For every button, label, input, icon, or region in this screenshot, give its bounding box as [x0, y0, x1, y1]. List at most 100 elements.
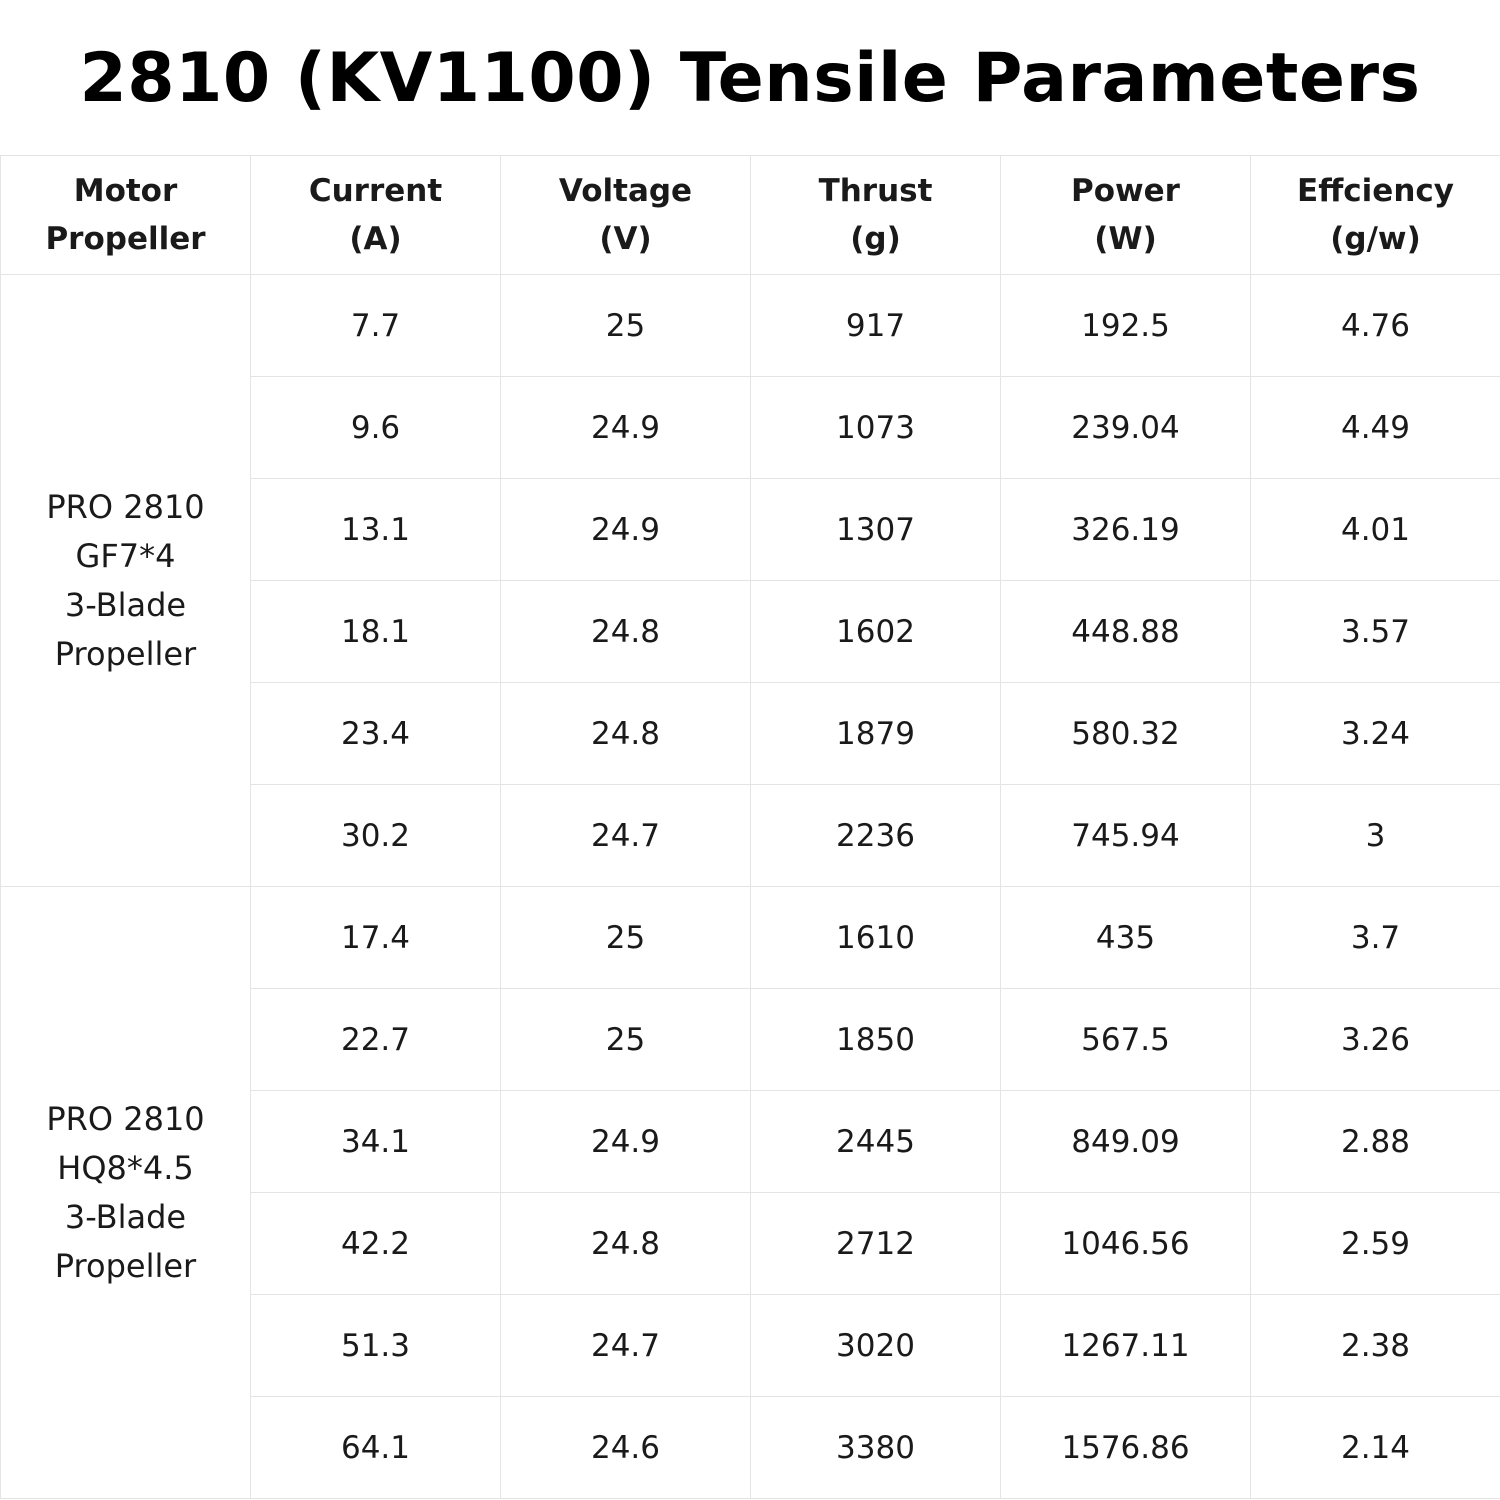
- motor-propeller-line: Propeller: [54, 1246, 197, 1285]
- current-cell: 9.6: [250, 376, 501, 479]
- thrust-cell: 2236: [750, 784, 1001, 887]
- efficiency-cell: 2.14: [1250, 1396, 1500, 1499]
- table-row: PRO 2810 HQ8*4.5 3-Blade Propeller 17.4 25 161…: [0, 886, 1500, 1499]
- voltage-cell: 24.9: [500, 376, 751, 479]
- column-header-line: (V): [599, 221, 652, 257]
- voltage-cell: 24.8: [500, 1192, 751, 1295]
- voltage-cell: 25: [500, 988, 751, 1091]
- column-header-current: Current (A): [250, 155, 501, 275]
- table-row: 42.2 24.8 2712 1046.56 2.59: [1, 1192, 1500, 1295]
- motor-propeller-line: 3-Blade: [64, 585, 187, 624]
- column-header-line: Effciency: [1297, 173, 1454, 209]
- power-cell: 1267.11: [1000, 1294, 1251, 1397]
- efficiency-cell: 3.7: [1250, 886, 1500, 989]
- power-cell: 580.32: [1000, 682, 1251, 785]
- thrust-cell: 1879: [750, 682, 1001, 785]
- column-header-voltage: Voltage (V): [500, 155, 751, 275]
- current-cell: 30.2: [250, 784, 501, 887]
- header-row: Motor Propeller Current (A) Voltage (V) Thrust…: [0, 155, 1500, 275]
- motor-propeller-line: PRO 2810: [46, 487, 205, 526]
- efficiency-cell: 3.57: [1250, 580, 1500, 683]
- power-cell: 192.5: [1000, 274, 1251, 377]
- voltage-cell: 25: [500, 274, 751, 377]
- column-header-line: Thrust: [818, 173, 933, 209]
- current-cell: 13.1: [250, 478, 501, 581]
- thrust-cell: 1073: [750, 376, 1001, 479]
- column-header-line: (g): [850, 221, 901, 257]
- column-header-line: Propeller: [45, 221, 206, 257]
- table-row: 18.1 24.8 1602 448.88 3.57: [1, 580, 1500, 683]
- power-cell: 1576.86: [1000, 1396, 1251, 1499]
- current-cell: 23.4: [250, 682, 501, 785]
- thrust-cell: 1610: [750, 886, 1001, 989]
- power-cell: 326.19: [1000, 478, 1251, 581]
- table-row: 13.1 24.9 1307 326.19 4.01: [1, 478, 1500, 581]
- table-row: 23.4 24.8 1879 580.32 3.24: [1, 682, 1500, 785]
- power-cell: 1046.56: [1000, 1192, 1251, 1295]
- page-title: 2810 (KV1100) Tensile Parameters: [79, 39, 1421, 118]
- table-row: 30.2 24.7 2236 745.94 3: [1, 784, 1500, 887]
- current-cell: 34.1: [250, 1090, 501, 1193]
- motor-propeller-cell: PRO 2810 GF7*4 3-Blade Propeller: [0, 274, 251, 887]
- power-cell: 448.88: [1000, 580, 1251, 683]
- efficiency-cell: 3.24: [1250, 682, 1500, 785]
- column-header-line: (A): [349, 221, 402, 257]
- column-header-line: Motor: [73, 173, 178, 209]
- motor-propeller-cell: PRO 2810 HQ8*4.5 3-Blade Propeller: [0, 886, 251, 1499]
- column-header-thrust: Thrust (g): [750, 155, 1001, 275]
- power-cell: 239.04: [1000, 376, 1251, 479]
- motor-propeller-line: Propeller: [54, 634, 197, 673]
- column-header-line: Power: [1071, 173, 1180, 209]
- table-row: 64.1 24.6 3380 1576.86 2.14: [1, 1396, 1500, 1499]
- column-header-efficiency: Effciency (g/w): [1250, 155, 1500, 275]
- current-cell: 51.3: [250, 1294, 501, 1397]
- column-header-power: Power (W): [1000, 155, 1251, 275]
- table-row: PRO 2810 GF7*4 3-Blade Propeller 7.7 25 917 192…: [0, 274, 1500, 887]
- current-cell: 22.7: [250, 988, 501, 1091]
- efficiency-cell: 4.49: [1250, 376, 1500, 479]
- current-cell: 64.1: [250, 1396, 501, 1499]
- table-body: PRO 2810 GF7*4 3-Blade Propeller 7.7 25 917 192…: [0, 274, 1500, 1499]
- current-cell: 42.2: [250, 1192, 501, 1295]
- efficiency-cell: 2.88: [1250, 1090, 1500, 1193]
- thrust-cell: 917: [750, 274, 1001, 377]
- voltage-cell: 24.8: [500, 682, 751, 785]
- voltage-cell: 24.6: [500, 1396, 751, 1499]
- column-header-line: Current: [308, 173, 443, 209]
- voltage-cell: 24.7: [500, 1294, 751, 1397]
- column-header-motor-propeller: Motor Propeller: [0, 155, 251, 275]
- thrust-cell: 1850: [750, 988, 1001, 1091]
- voltage-cell: 24.8: [500, 580, 751, 683]
- thrust-cell: 3020: [750, 1294, 1001, 1397]
- thrust-cell: 3380: [750, 1396, 1001, 1499]
- current-cell: 18.1: [250, 580, 501, 683]
- thrust-cell: 2445: [750, 1090, 1001, 1193]
- efficiency-cell: 2.59: [1250, 1192, 1500, 1295]
- current-cell: 7.7: [250, 274, 501, 377]
- motor-propeller-line: GF7*4: [75, 536, 176, 575]
- motor-propeller-line: HQ8*4.5: [57, 1148, 194, 1187]
- voltage-cell: 25: [500, 886, 751, 989]
- power-cell: 745.94: [1000, 784, 1251, 887]
- thrust-cell: 2712: [750, 1192, 1001, 1295]
- column-header-line: Voltage: [558, 173, 693, 209]
- voltage-cell: 24.7: [500, 784, 751, 887]
- efficiency-cell: 4.76: [1250, 274, 1500, 377]
- current-cell: 17.4: [250, 886, 501, 989]
- column-header-line: (g/w): [1330, 221, 1421, 257]
- power-cell: 849.09: [1000, 1090, 1251, 1193]
- voltage-cell: 24.9: [500, 1090, 751, 1193]
- efficiency-cell: 3: [1250, 784, 1500, 887]
- column-header-line: (W): [1094, 221, 1157, 257]
- efficiency-cell: 4.01: [1250, 478, 1500, 581]
- table-row: 34.1 24.9 2445 849.09 2.88: [1, 1090, 1500, 1193]
- table-header: Motor Propeller Current (A) Voltage (V) Thrust…: [0, 155, 1500, 275]
- power-cell: 567.5: [1000, 988, 1251, 1091]
- voltage-cell: 24.9: [500, 478, 751, 581]
- tensile-parameters-table: Motor Propeller Current (A) Voltage (V) Thrust…: [0, 155, 1500, 1499]
- motor-propeller-line: PRO 2810: [46, 1099, 205, 1138]
- efficiency-cell: 2.38: [1250, 1294, 1500, 1397]
- efficiency-cell: 3.26: [1250, 988, 1500, 1091]
- thrust-cell: 1307: [750, 478, 1001, 581]
- motor-propeller-line: 3-Blade: [64, 1197, 187, 1236]
